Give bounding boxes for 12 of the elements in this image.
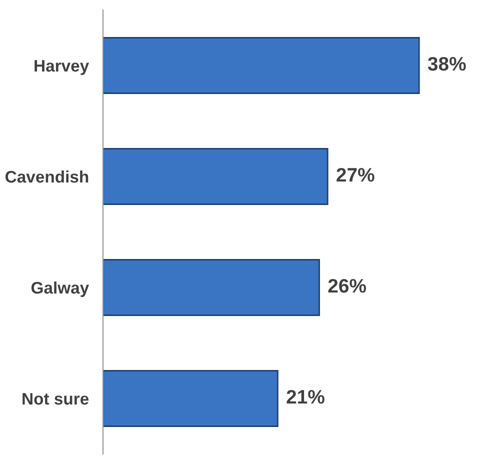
y-tick-label: Not sure xyxy=(22,393,89,405)
bar xyxy=(103,148,328,205)
y-tick-label: Cavendish xyxy=(6,170,88,183)
bar xyxy=(103,259,320,316)
bar xyxy=(103,370,278,427)
bar xyxy=(103,37,420,94)
data-label: 27% xyxy=(336,168,374,182)
data-label: 38% xyxy=(428,56,466,71)
y-tick-label: Galway xyxy=(31,281,90,297)
y-tick-label: Harvey xyxy=(34,60,90,75)
data-label: 26% xyxy=(328,278,366,293)
data-label: 21% xyxy=(286,390,324,404)
